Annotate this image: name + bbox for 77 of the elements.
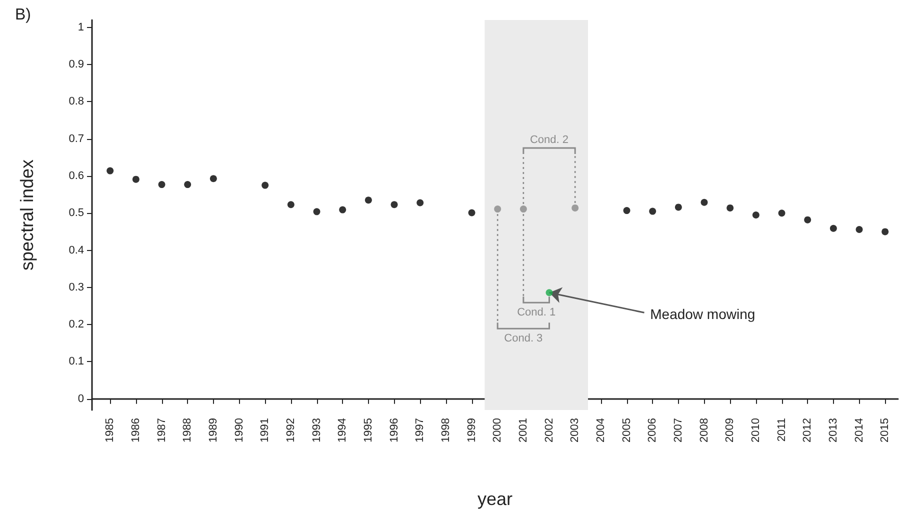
x-tick-label: 1994 bbox=[336, 418, 349, 442]
y-tick-label: 1 bbox=[78, 21, 84, 34]
y-tick-label: 0.9 bbox=[68, 58, 84, 71]
point bbox=[546, 289, 553, 296]
y-tick-label: 0.5 bbox=[68, 207, 84, 220]
x-tick-label: 1991 bbox=[259, 418, 272, 442]
point bbox=[313, 208, 320, 216]
x-tick-label: 2001 bbox=[517, 418, 530, 442]
point bbox=[390, 201, 398, 208]
y-tick-label: 0.7 bbox=[68, 132, 84, 145]
point bbox=[494, 206, 502, 213]
annotation: Cond. 2 bbox=[530, 134, 569, 146]
point bbox=[184, 181, 192, 188]
point bbox=[416, 199, 424, 206]
point bbox=[752, 212, 760, 218]
point bbox=[339, 206, 346, 214]
x-axis-title: year bbox=[477, 489, 513, 509]
point bbox=[468, 209, 476, 216]
x-tick-label: 1988 bbox=[182, 418, 194, 442]
point bbox=[649, 208, 656, 215]
point bbox=[674, 204, 682, 211]
point bbox=[726, 204, 734, 212]
point bbox=[623, 207, 630, 214]
y-tick-label: 0 bbox=[78, 392, 84, 405]
x-tick-label: 2006 bbox=[646, 418, 659, 442]
point bbox=[882, 228, 889, 236]
x-tick-label: 1987 bbox=[156, 418, 168, 442]
y-tick-label: 0.6 bbox=[68, 170, 84, 182]
y-tick-label: 0.2 bbox=[68, 318, 84, 331]
x-tick-label: 2009 bbox=[724, 418, 736, 442]
x-tick-label: 1993 bbox=[310, 418, 323, 442]
chart-title: B) bbox=[15, 6, 31, 24]
point bbox=[262, 182, 269, 189]
annotation: Meadow mowing bbox=[650, 306, 756, 322]
x-tick-label: 2004 bbox=[594, 418, 607, 442]
x-tick-label: 2015 bbox=[879, 418, 892, 442]
point bbox=[106, 167, 114, 174]
y-axis-title: spectral index bbox=[17, 159, 37, 271]
x-tick-label: 2008 bbox=[698, 418, 710, 442]
x-tick-label: 2011 bbox=[776, 418, 788, 442]
point bbox=[572, 204, 579, 212]
x-tick-label: 1985 bbox=[104, 418, 116, 442]
point bbox=[778, 210, 786, 217]
point bbox=[520, 206, 527, 213]
x-tick-label: 2010 bbox=[750, 418, 762, 442]
x-tick-label: 1999 bbox=[466, 418, 478, 442]
x-tick-label: 2005 bbox=[620, 418, 633, 442]
x-tick-label: 2014 bbox=[853, 418, 866, 442]
annotation: Cond. 1 bbox=[517, 306, 556, 319]
point bbox=[132, 176, 140, 183]
x-tick-label: 2013 bbox=[827, 418, 840, 442]
point bbox=[700, 198, 708, 206]
x-tick-label: 2012 bbox=[802, 418, 814, 442]
x-tick-label: 1997 bbox=[414, 418, 426, 442]
annotation: Cond. 3 bbox=[504, 332, 543, 345]
point bbox=[830, 224, 837, 232]
y-tick-label: 0.8 bbox=[68, 96, 84, 108]
x-tick-label: 1995 bbox=[362, 418, 374, 442]
y-tick-label: 0.3 bbox=[68, 281, 84, 294]
point bbox=[287, 201, 294, 208]
x-tick-label: 2007 bbox=[672, 418, 684, 442]
point bbox=[804, 216, 812, 224]
y-tick-label: 0.1 bbox=[68, 356, 84, 368]
point bbox=[210, 175, 217, 182]
x-tick-label: 1998 bbox=[440, 418, 452, 442]
x-tick-label: 1986 bbox=[130, 418, 142, 442]
x-tick-label: 2003 bbox=[569, 418, 582, 442]
point bbox=[364, 196, 372, 204]
x-tick-label: 1992 bbox=[284, 418, 297, 442]
point bbox=[158, 181, 166, 188]
x-tick-label: 1989 bbox=[207, 418, 220, 442]
x-tick-label: 1990 bbox=[233, 418, 246, 442]
point bbox=[856, 226, 863, 233]
x-tick-label: 2002 bbox=[543, 418, 556, 442]
x-tick-label: 2000 bbox=[492, 418, 504, 442]
y-tick-label: 0.4 bbox=[68, 244, 84, 256]
x-tick-label: 1996 bbox=[388, 418, 400, 442]
